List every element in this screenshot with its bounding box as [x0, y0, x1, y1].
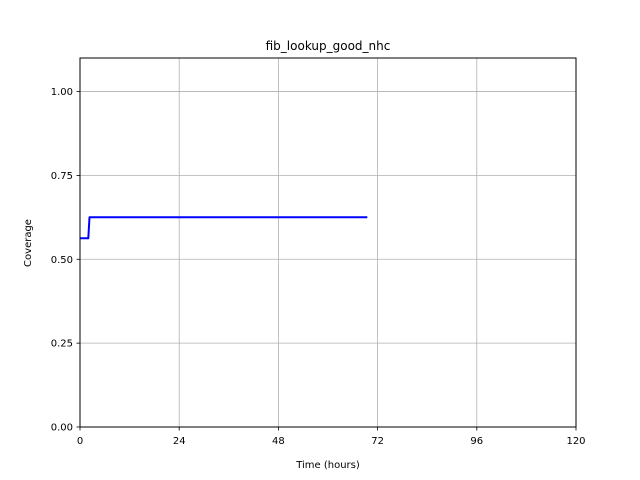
- x-tick-label: 0: [77, 436, 83, 447]
- y-tick-label: 0.00: [51, 423, 73, 434]
- ticks: 0 24 48 72 96 120 0.00 0.25 0.50 0.75 1.00: [51, 87, 586, 447]
- series-layer: [80, 216, 368, 240]
- y-tick-label: 0.25: [51, 339, 73, 350]
- x-tick-label: 72: [371, 436, 384, 447]
- y-tick-label: 1.00: [51, 87, 73, 98]
- coverage-line: [80, 216, 368, 240]
- chart-title: fib_lookup_good_nhc: [266, 39, 391, 53]
- x-tick-label: 48: [272, 436, 285, 447]
- x-axis-label: Time (hours): [295, 460, 360, 471]
- x-tick-label: 120: [566, 436, 585, 447]
- y-tick-label: 0.75: [51, 171, 73, 182]
- y-axis-label: Coverage: [23, 219, 34, 267]
- y-tick-label: 0.50: [51, 255, 73, 266]
- x-tick-label: 96: [470, 436, 483, 447]
- plot-frame: [79, 57, 577, 428]
- x-tick-label: 24: [173, 436, 186, 447]
